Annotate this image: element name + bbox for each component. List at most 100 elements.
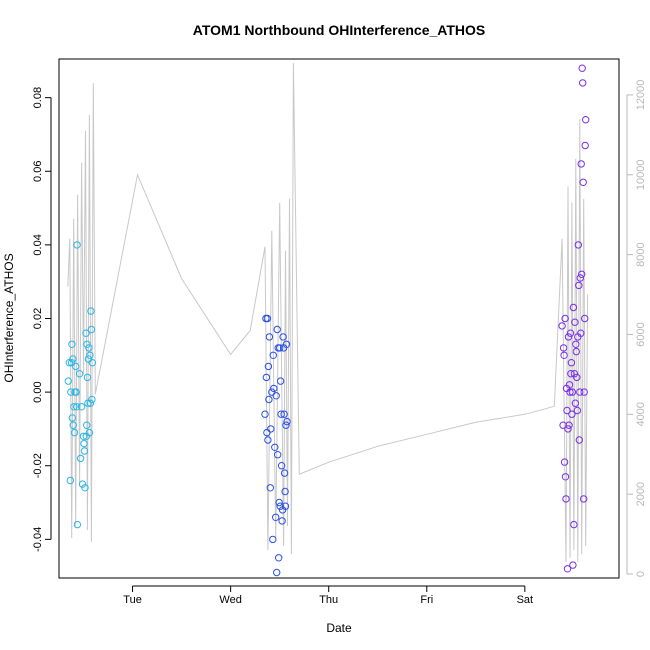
- data-point: [263, 314, 272, 323]
- data-point: [275, 554, 283, 562]
- right-y-tick-label: 8000: [635, 242, 647, 266]
- y-tick-label: -0.04: [32, 527, 44, 552]
- data-point: [85, 428, 94, 437]
- y-axis: -0.04 -0.02 0.00 0.02 0.04 0.06 0.08: [32, 87, 52, 552]
- data-point: [269, 535, 277, 544]
- data-point: [83, 340, 91, 348]
- data-point: [277, 462, 286, 470]
- data-point: [73, 403, 81, 411]
- data-point: [578, 64, 586, 72]
- data-point: [283, 417, 291, 426]
- data-point: [66, 476, 75, 485]
- data-point: [567, 370, 575, 378]
- data-point: [262, 373, 271, 382]
- data-point: [70, 428, 79, 437]
- data-point: [80, 447, 89, 455]
- data-point: [264, 436, 272, 444]
- y-tick-label: -0.02: [32, 453, 44, 478]
- data-point: [582, 116, 590, 124]
- data-point: [575, 436, 583, 444]
- x-tick-label: Tue: [123, 594, 142, 606]
- chart-title: ATOM1 Northbound OHInterference_ATHOS: [193, 22, 485, 38]
- data-point: [564, 425, 572, 433]
- data-point: [272, 513, 280, 521]
- data-point: [573, 373, 581, 382]
- data-point: [561, 473, 570, 481]
- data-point: [261, 410, 269, 418]
- data-point: [580, 495, 588, 503]
- data-point: [274, 451, 282, 459]
- data-point: [70, 403, 78, 411]
- data-point: [264, 362, 273, 371]
- data-point: [566, 329, 575, 337]
- y-tick-label: 0.02: [32, 308, 44, 329]
- data-point: [282, 340, 291, 348]
- data-point: [67, 388, 75, 396]
- data-point: [270, 384, 278, 393]
- data-point: [276, 377, 285, 385]
- data-point: [570, 520, 578, 529]
- y-axis-label: OHInterference_ATHOS: [2, 253, 16, 382]
- data-point: [562, 495, 570, 503]
- data-point: [580, 388, 588, 396]
- data-point: [571, 318, 579, 326]
- data-point: [581, 314, 589, 323]
- data-point: [275, 498, 283, 507]
- data-point: [581, 141, 589, 150]
- data-point: [266, 484, 274, 492]
- y-tick-label: 0.06: [32, 161, 44, 182]
- data-point: [69, 355, 77, 363]
- data-point: [72, 362, 80, 371]
- plot-frame: [58, 58, 620, 579]
- data-point: [79, 432, 88, 440]
- data-point: [281, 487, 289, 496]
- data-point: [76, 454, 85, 463]
- data-point: [558, 322, 566, 330]
- data-point: [265, 395, 273, 404]
- data-point: [72, 388, 80, 396]
- data-point: [272, 392, 280, 400]
- data-point: [78, 480, 87, 488]
- data-point: [561, 314, 569, 323]
- data-point: [571, 399, 580, 407]
- data-point: [279, 333, 287, 341]
- data-point: [579, 178, 587, 187]
- data-point: [273, 325, 281, 334]
- data-point: [576, 388, 584, 396]
- data-point: [267, 425, 275, 433]
- data-point: [77, 403, 86, 411]
- right-y-tick-label: 2000: [635, 482, 647, 506]
- y-tick-label: 0.04: [32, 234, 44, 255]
- data-point: [280, 410, 288, 418]
- data-point: [278, 517, 286, 525]
- data-point: [269, 351, 277, 359]
- data-point: [282, 421, 290, 429]
- y-tick-label: 0.08: [32, 87, 44, 108]
- data-point: [277, 410, 285, 418]
- data-point: [73, 520, 82, 529]
- data-point: [570, 370, 579, 378]
- data-point: [265, 333, 274, 341]
- data-point: [577, 329, 585, 337]
- data-point: [87, 307, 95, 315]
- data-point: [83, 421, 91, 429]
- data-point: [86, 351, 94, 359]
- data-point: [281, 502, 290, 510]
- data-point: [68, 340, 76, 348]
- x-axis-label: Date: [326, 621, 352, 635]
- right-y-tick-label: 6000: [635, 322, 647, 346]
- x-tick-label: Thu: [319, 594, 338, 606]
- data-point: [86, 399, 95, 407]
- data-point: [64, 377, 73, 385]
- y-tick-label: 0.00: [32, 381, 44, 402]
- data-point: [85, 344, 93, 352]
- data-point: [575, 281, 583, 290]
- right-y-axis: 0 2000 4000 6000 8000 10000 12000: [626, 80, 647, 577]
- x-axis: Tue Wed Thu Fri Sat: [123, 585, 533, 606]
- data-point: [567, 359, 576, 367]
- data-point: [67, 359, 76, 367]
- data-point: [268, 388, 276, 396]
- data-point: [568, 388, 577, 396]
